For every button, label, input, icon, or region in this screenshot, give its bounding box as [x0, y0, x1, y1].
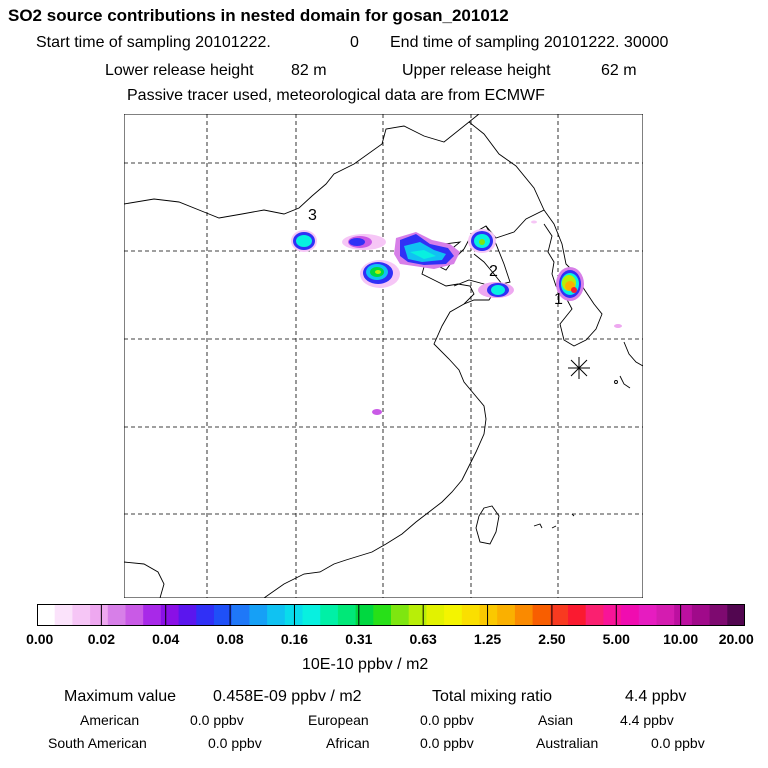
colorbar-cell	[54, 604, 73, 626]
colorbar-cell	[391, 604, 410, 626]
colorbar-tick-label: 0.63	[409, 631, 437, 647]
colorbar-tick-label: 20.00	[718, 631, 754, 647]
colorbar-cell	[143, 604, 162, 626]
upper-release-label: Upper release height	[402, 62, 551, 79]
region-value: 0.0 ppbv	[190, 712, 244, 728]
map-frame	[124, 114, 643, 598]
colorbar-cell	[284, 604, 303, 626]
colorbar-tick-label: 0.31	[345, 631, 373, 647]
colorbar-cell	[532, 604, 551, 626]
colorbar-cell	[638, 604, 657, 626]
colorbar-cell	[125, 604, 144, 626]
colorbar-cell	[603, 604, 622, 626]
colorbar-tick-label: 10.00	[663, 631, 699, 647]
colorbar-cell	[231, 604, 250, 626]
colorbar-tick-label: 0.00	[26, 631, 54, 647]
map-gridlines	[124, 114, 643, 598]
colorbar-cell	[196, 604, 215, 626]
colorbar-tick-label: 0.08	[216, 631, 244, 647]
colorbar-tick-label: 2.50	[538, 631, 566, 647]
colorbar-tick-label: 0.16	[280, 631, 309, 647]
colorbar-cell	[479, 604, 498, 626]
colorbar-cell	[656, 604, 675, 626]
colorbar-cell	[337, 604, 357, 626]
source-label-1: 1	[554, 291, 563, 308]
region-value: 0.0 ppbv	[651, 735, 705, 751]
colorbar-cell	[674, 604, 693, 626]
colorbar-cell	[408, 604, 427, 626]
colorbar-cell	[709, 604, 728, 626]
source-label-2: 2	[489, 263, 498, 280]
colorbar-tick-label: 0.04	[152, 631, 180, 647]
colorbar-cell	[691, 604, 711, 626]
region-name: European	[308, 712, 369, 728]
end-time-label: End time of sampling 20101222. 30000	[390, 34, 669, 51]
colorbar-cell	[355, 604, 374, 626]
colorbar-cell	[621, 604, 640, 626]
region-value: 0.0 ppbv	[420, 735, 474, 751]
upper-release-value: 62 m	[601, 62, 637, 79]
source-label-3: 3	[308, 207, 317, 224]
colorbar-cell	[90, 604, 109, 626]
colorbar-cell	[320, 604, 339, 626]
max-value-label: Maximum value	[64, 688, 177, 705]
so2-plumes	[291, 220, 622, 415]
total-mixing-value: 4.4 ppbv	[625, 688, 687, 705]
colorbar-cell	[727, 604, 745, 626]
max-value: 0.458E-09 ppbv / m2	[213, 688, 362, 705]
colorbar-cell	[461, 604, 480, 626]
start-time-value: 0	[350, 34, 359, 51]
colorbar-cell	[426, 604, 445, 626]
page-title: SO2 source contributions in nested domai…	[8, 6, 509, 25]
colorbar-cell	[568, 604, 587, 626]
receptor-asterisk-icon	[568, 357, 590, 379]
colorbar-cell	[497, 604, 516, 626]
colorbar-cell	[160, 604, 180, 626]
colorbar-cell	[249, 604, 268, 626]
colorbar-tick-label: 0.02	[87, 631, 115, 647]
colorbar-cell	[302, 604, 321, 626]
region-value: 0.0 ppbv	[420, 712, 474, 728]
colorbar-tick-label: 5.00	[602, 631, 630, 647]
tracer-note: Passive tracer used, meteorological data…	[127, 87, 545, 104]
region-value: 0.0 ppbv	[208, 735, 262, 751]
colorbar-cell	[550, 604, 569, 626]
colorbar-unit: 10E-10 ppbv / m2	[302, 656, 429, 673]
colorbar-cell	[107, 604, 126, 626]
colorbar-cell	[444, 604, 463, 626]
region-name: Asian	[538, 712, 574, 728]
colorbar-cell	[37, 604, 56, 626]
colorbar	[37, 604, 745, 626]
total-mixing-label: Total mixing ratio	[432, 688, 553, 705]
colorbar-cell	[214, 604, 233, 626]
colorbar-tick-label: 1.25	[473, 631, 502, 647]
start-time-label: Start time of sampling 20101222.	[36, 34, 271, 51]
region-name: Australian	[536, 735, 599, 751]
colorbar-cell	[267, 604, 286, 626]
region-value: 4.4 ppbv	[620, 712, 674, 728]
colorbar-cell	[585, 604, 604, 626]
map-panel: 3 2 1	[124, 114, 643, 598]
lower-release-label: Lower release height	[105, 62, 254, 79]
colorbar-cell	[373, 604, 392, 626]
region-name: American	[80, 712, 140, 728]
coastlines	[124, 114, 643, 598]
lower-release-value: 82 m	[291, 62, 327, 79]
region-name: South American	[48, 735, 147, 751]
colorbar-cell	[72, 604, 91, 626]
colorbar-cell	[514, 604, 534, 626]
colorbar-cell	[178, 604, 197, 626]
region-name: African	[326, 735, 370, 751]
